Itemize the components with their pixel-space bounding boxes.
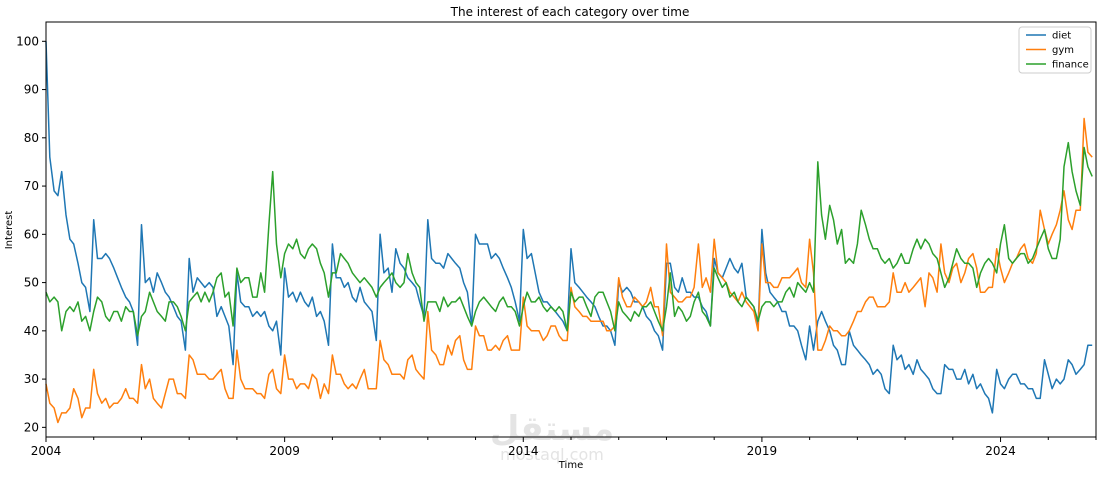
chart-title: The interest of each category over time: [450, 5, 690, 19]
y-axis-label: Interest: [4, 211, 15, 250]
legend-label-finance: finance: [1052, 60, 1089, 71]
legend-box: [1018, 26, 1092, 74]
x-tick-label: 2014: [508, 444, 539, 458]
x-tick-label: 2004: [31, 444, 62, 458]
series-layer: [45, 41, 1093, 424]
y-tick-label: 100: [16, 34, 39, 48]
x-tick-label: 2009: [269, 444, 300, 458]
y-tick-label: 50: [24, 276, 39, 290]
y-tick-label: 90: [24, 83, 39, 97]
y-tick-label: 20: [24, 420, 39, 434]
x-axis-label: Time: [558, 460, 583, 471]
series-line-diet: [45, 41, 1093, 414]
series-line-gym: [45, 117, 1093, 424]
legend-label-diet: diet: [1052, 31, 1071, 42]
x-axis: 2004 2009 2014 2019 2024: [31, 437, 1097, 458]
x-tick-label: 2024: [985, 444, 1016, 458]
y-axis: 20 30 40 50 60 70 80 90 100: [16, 34, 46, 434]
y-tick-label: 60: [24, 227, 39, 241]
y-tick-label: 70: [24, 179, 39, 193]
legend: diet gym finance: [1018, 26, 1092, 74]
y-tick-label: 30: [24, 372, 39, 386]
y-tick-label: 80: [24, 131, 39, 145]
y-tick-label: 40: [24, 324, 39, 338]
watermark-url: mostaql.com: [500, 445, 604, 464]
x-tick-label: 2019: [747, 444, 778, 458]
watermark-logo: مستقل: [490, 409, 614, 449]
series-line-finance: [45, 141, 1093, 337]
legend-label-gym: gym: [1052, 45, 1074, 56]
watermark: مستقل mostaql.com: [490, 409, 614, 464]
